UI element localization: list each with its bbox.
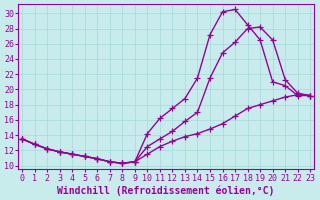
X-axis label: Windchill (Refroidissement éolien,°C): Windchill (Refroidissement éolien,°C): [58, 185, 275, 196]
